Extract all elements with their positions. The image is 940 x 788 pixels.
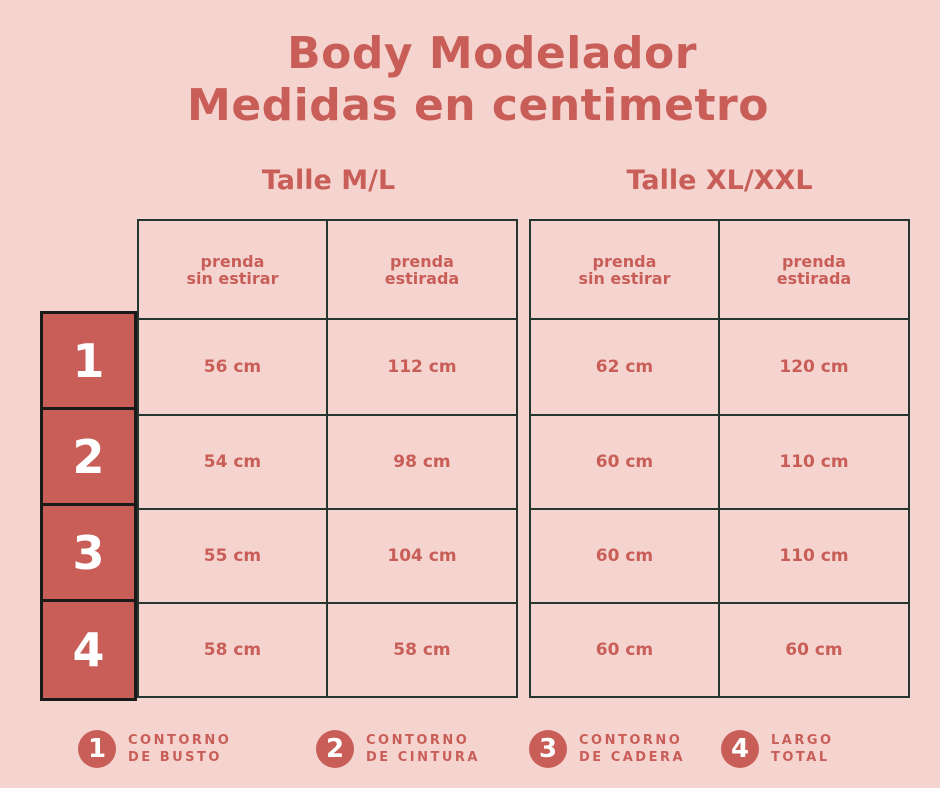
row-number-4: 4 [43, 602, 134, 698]
table-cell: 60 cm [529, 414, 720, 510]
legend-item-bust: 1 CONTORNO DE BUSTO [78, 730, 231, 768]
table-cell: 55 cm [137, 508, 328, 604]
table-cell: 120 cm [717, 318, 911, 416]
table-cell: 60 cm [529, 508, 720, 604]
legend-number: 4 [721, 730, 759, 768]
size-heading-ml: Talle M/L [261, 165, 396, 196]
table-cell: 58 cm [137, 602, 328, 698]
table-cell: 104 cm [325, 508, 519, 604]
col-header-stretched: prenda estirada [325, 219, 519, 320]
legend-label: CONTORNO DE CINTURA [366, 733, 480, 765]
legend-label: LARGO TOTAL [771, 733, 834, 765]
row-number-2: 2 [43, 410, 134, 506]
col-header-unstretched: prenda sin estirar [529, 219, 720, 320]
table-ml: prenda sin estirar prenda estirada 56 cm… [137, 219, 519, 698]
row-number-1: 1 [43, 314, 134, 410]
table-cell: 62 cm [529, 318, 720, 416]
title-line-2: Medidas en centimetro [187, 80, 769, 131]
table-cell: 112 cm [325, 318, 519, 416]
table-cell: 60 cm [529, 602, 720, 698]
legend-number: 3 [529, 730, 567, 768]
table-xlxxl: prenda sin estirar prenda estirada 62 cm… [529, 219, 911, 698]
table-cell: 54 cm [137, 414, 328, 510]
legend-number: 1 [78, 730, 116, 768]
table-cell: 110 cm [717, 414, 911, 510]
table-cell: 56 cm [137, 318, 328, 416]
size-heading-xlxxl: Talle XL/XXL [626, 165, 813, 196]
col-header-stretched: prenda estirada [717, 219, 911, 320]
legend-item-length: 4 LARGO TOTAL [721, 730, 834, 768]
table-cell: 58 cm [325, 602, 519, 698]
row-number-3: 3 [43, 506, 134, 602]
legend-label: CONTORNO DE BUSTO [128, 733, 232, 765]
table-cell: 110 cm [717, 508, 911, 604]
col-header-unstretched: prenda sin estirar [137, 219, 328, 320]
row-number-column: 1 2 3 4 [40, 311, 137, 701]
table-cell: 98 cm [325, 414, 519, 510]
legend-label: CONTORNO DE CADERA [579, 733, 686, 765]
legend-item-waist: 2 CONTORNO DE CINTURA [316, 730, 480, 768]
legend-item-hip: 3 CONTORNO DE CADERA [529, 730, 685, 768]
legend-number: 2 [316, 730, 354, 768]
table-cell: 60 cm [717, 602, 911, 698]
title-line-1: Body Modelador [287, 28, 697, 79]
